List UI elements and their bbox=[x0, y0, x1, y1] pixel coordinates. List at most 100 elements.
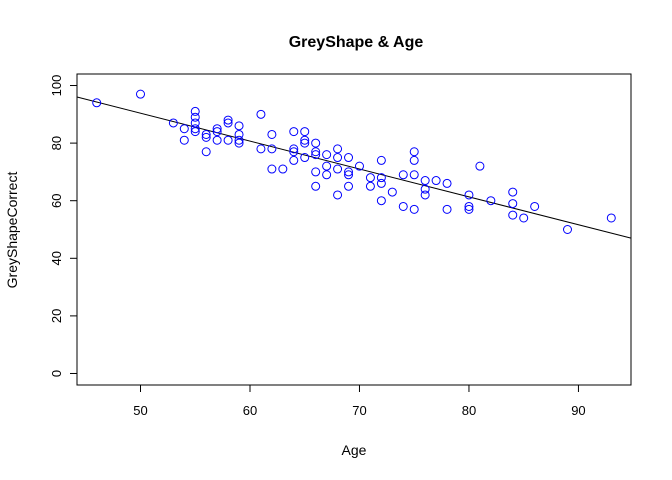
data-point bbox=[190, 118, 200, 128]
data-point bbox=[387, 187, 397, 197]
x-tick-label: 70 bbox=[352, 403, 366, 418]
data-point bbox=[486, 196, 496, 206]
data-point bbox=[333, 153, 343, 163]
data-point bbox=[344, 170, 354, 180]
y-tick-label: 80 bbox=[49, 136, 64, 150]
data-point bbox=[508, 210, 518, 220]
x-tick-label: 80 bbox=[462, 403, 476, 418]
data-point bbox=[376, 196, 386, 206]
y-tick-label: 60 bbox=[49, 193, 64, 207]
data-point bbox=[420, 190, 430, 200]
data-point bbox=[311, 150, 321, 160]
data-point bbox=[311, 138, 321, 148]
data-point bbox=[409, 204, 419, 214]
data-point bbox=[201, 147, 211, 157]
data-point bbox=[333, 164, 343, 174]
data-point bbox=[376, 178, 386, 188]
data-point bbox=[212, 135, 222, 145]
data-point bbox=[289, 144, 299, 154]
x-axis-title: Age bbox=[342, 442, 367, 458]
data-point bbox=[311, 167, 321, 177]
data-point bbox=[365, 181, 375, 191]
x-tick-label: 60 bbox=[243, 403, 257, 418]
plot-frame bbox=[76, 73, 632, 386]
data-point bbox=[311, 181, 321, 191]
y-axis-title: GreyShapeCorrect bbox=[4, 172, 20, 289]
data-point bbox=[530, 201, 540, 211]
y-tick-label: 20 bbox=[49, 309, 64, 323]
data-point bbox=[179, 135, 189, 145]
data-point bbox=[212, 127, 222, 137]
data-point bbox=[344, 181, 354, 191]
data-point bbox=[606, 213, 616, 223]
data-point bbox=[201, 129, 211, 139]
data-point bbox=[223, 115, 233, 125]
data-point bbox=[256, 109, 266, 119]
data-point bbox=[322, 150, 332, 160]
data-point bbox=[234, 129, 244, 139]
data-point bbox=[354, 161, 364, 171]
data-point bbox=[442, 204, 452, 214]
data-point bbox=[267, 129, 277, 139]
data-point bbox=[409, 170, 419, 180]
data-point bbox=[256, 144, 266, 154]
data-point bbox=[322, 170, 332, 180]
data-point bbox=[464, 201, 474, 211]
data-point bbox=[223, 135, 233, 145]
data-point bbox=[212, 124, 222, 134]
data-point bbox=[365, 173, 375, 183]
data-point bbox=[234, 135, 244, 145]
data-point bbox=[190, 106, 200, 116]
data-point bbox=[136, 89, 146, 99]
data-point bbox=[464, 204, 474, 214]
plot-area: 50 60 70 80 90 0 20 40 60 80 100 bbox=[49, 73, 632, 418]
data-point bbox=[508, 187, 518, 197]
data-point bbox=[168, 118, 178, 128]
data-point bbox=[190, 124, 200, 134]
x-tick-label: 50 bbox=[133, 403, 147, 418]
data-point bbox=[289, 155, 299, 165]
data-point bbox=[179, 124, 189, 134]
data-point bbox=[300, 138, 310, 148]
data-point bbox=[376, 155, 386, 165]
data-point bbox=[344, 167, 354, 177]
regression-line bbox=[76, 96, 632, 239]
data-point bbox=[420, 184, 430, 194]
data-point bbox=[223, 118, 233, 128]
data-point bbox=[409, 155, 419, 165]
data-point bbox=[289, 127, 299, 137]
data-point bbox=[300, 153, 310, 163]
data-point bbox=[300, 127, 310, 137]
data-point bbox=[234, 121, 244, 131]
data-point bbox=[190, 112, 200, 122]
data-point bbox=[333, 144, 343, 154]
y-tick-label: 0 bbox=[49, 370, 64, 377]
data-point bbox=[464, 190, 474, 200]
data-point bbox=[562, 225, 572, 234]
data-point bbox=[519, 213, 529, 223]
y-tick-label: 100 bbox=[49, 75, 64, 97]
x-tick-label: 90 bbox=[571, 403, 585, 418]
data-point bbox=[508, 199, 518, 209]
data-point bbox=[201, 132, 211, 142]
data-point bbox=[398, 201, 408, 211]
data-point bbox=[267, 144, 277, 154]
data-point bbox=[376, 173, 386, 183]
data-point bbox=[289, 147, 299, 157]
data-point bbox=[300, 135, 310, 145]
data-point bbox=[190, 127, 200, 137]
data-point bbox=[92, 98, 102, 108]
data-point bbox=[344, 153, 354, 163]
data-point bbox=[431, 176, 441, 186]
data-point bbox=[234, 138, 244, 148]
y-tick-label: 40 bbox=[49, 251, 64, 265]
data-point bbox=[311, 147, 321, 157]
data-point bbox=[442, 178, 452, 188]
data-point bbox=[398, 170, 408, 180]
chart-title: GreyShape & Age bbox=[289, 34, 424, 51]
data-point bbox=[475, 161, 485, 171]
data-point bbox=[420, 176, 430, 186]
data-point bbox=[333, 190, 343, 200]
